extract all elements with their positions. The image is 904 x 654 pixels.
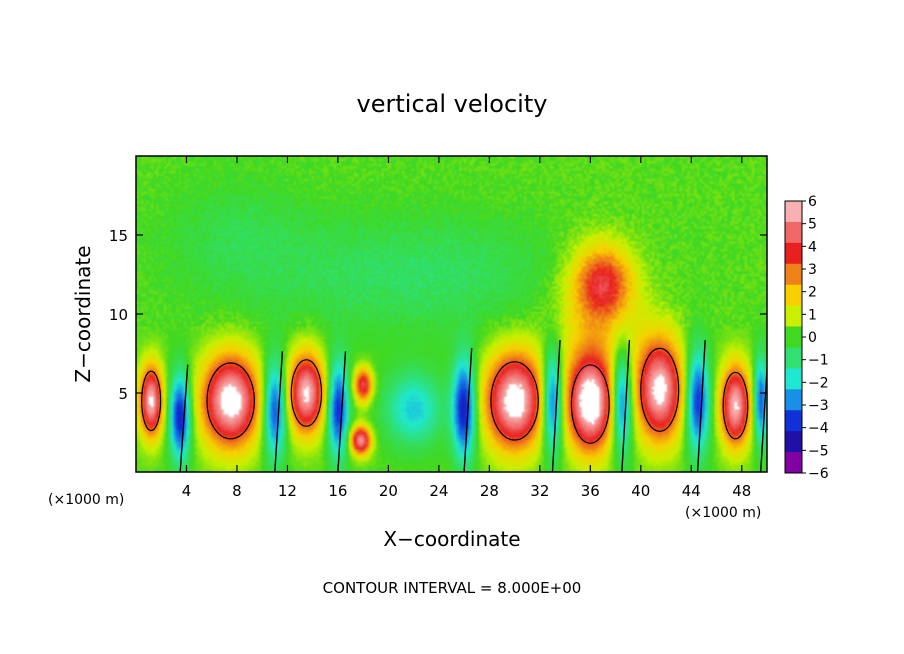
x-axis-label: X−coordinate: [383, 527, 520, 551]
x-unit-right: (×1000 m): [685, 505, 761, 521]
y-axis-label: Z−coordinate: [71, 245, 95, 382]
updraft-contour: [570, 364, 610, 444]
updraft-contour: [490, 361, 539, 441]
colorbar-swatch: [785, 410, 802, 432]
colorbar-swatch: [785, 368, 802, 390]
y-tick-label: 5: [118, 385, 128, 403]
colorbar-swatch: [785, 263, 802, 286]
x-tick-label: 12: [278, 482, 297, 500]
x-tick-label: 4: [182, 482, 192, 500]
colorbar-swatch: [785, 389, 802, 411]
zero-contour: [179, 364, 189, 472]
colorbar-label: 2: [808, 285, 817, 301]
x-tick-label: 8: [232, 482, 242, 500]
chart-title: vertical velocity: [357, 90, 548, 118]
colorbar-label: 3: [808, 262, 817, 278]
x-unit-left: (×1000 m): [48, 492, 124, 508]
zero-contour: [621, 340, 631, 472]
colorbar-label: 1: [808, 307, 817, 323]
zero-contour: [696, 340, 706, 472]
zero-contour: [463, 347, 473, 472]
colorbar-swatch: [785, 452, 802, 474]
colorbar-swatch: [785, 221, 802, 244]
updraft-contour: [141, 370, 162, 432]
x-tick-label: 44: [682, 482, 701, 500]
colorbar-swatch: [785, 242, 802, 265]
colorbar-swatch: [785, 305, 802, 328]
colorbar-label: −3: [808, 398, 829, 414]
updraft-contour: [722, 371, 749, 440]
velocity-heatmap: [136, 156, 767, 472]
y-axis-ticks: 5 10 15: [109, 227, 767, 403]
colorbar-label: −1: [808, 353, 829, 369]
x-axis-ticks: 4 8 12 16 20 24 28 32 36 40 44 48: [182, 156, 751, 500]
colorbar-label: 6: [808, 194, 817, 210]
x-tick-label: 16: [328, 482, 347, 500]
colorbar-label: −6: [808, 466, 829, 482]
updraft-contour: [640, 347, 680, 432]
updraft-contour: [290, 359, 323, 427]
x-tick-label: 36: [581, 482, 600, 500]
contour-interval-footer: CONTOUR INTERVAL = 8.000E+00: [323, 579, 582, 597]
x-tick-label: 24: [429, 482, 448, 500]
x-tick-label: 28: [480, 482, 499, 500]
colorbar-label: 5: [808, 217, 817, 233]
y-tick-label: 15: [109, 227, 128, 245]
x-tick-label: 20: [379, 482, 398, 500]
colorbar-swatch: [785, 347, 802, 369]
colorbar: 6 5 4 3 2 1 0 −1 −2 −3 −4 −5 −6: [784, 194, 829, 482]
zero-contour: [337, 351, 347, 472]
colorbar-label: 0: [808, 330, 817, 346]
x-tick-label: 40: [631, 482, 650, 500]
x-tick-label: 32: [530, 482, 549, 500]
zero-contour: [551, 340, 561, 472]
zero-contour: [274, 351, 284, 472]
colorbar-label: −4: [808, 421, 829, 437]
colorbar-swatch: [785, 284, 802, 307]
colorbar-label: 4: [808, 239, 817, 255]
colorbar-swatch: [785, 431, 802, 453]
zero-contour: [759, 357, 767, 472]
colorbar-swatch: [785, 201, 802, 223]
y-tick-label: 10: [109, 306, 128, 324]
updraft-contour: [206, 362, 255, 440]
colorbar-label: −2: [808, 375, 829, 391]
colorbar-label: −5: [808, 443, 829, 459]
contour-lines: [141, 340, 767, 472]
colorbar-swatch: [785, 326, 802, 348]
x-tick-label: 48: [732, 482, 751, 500]
